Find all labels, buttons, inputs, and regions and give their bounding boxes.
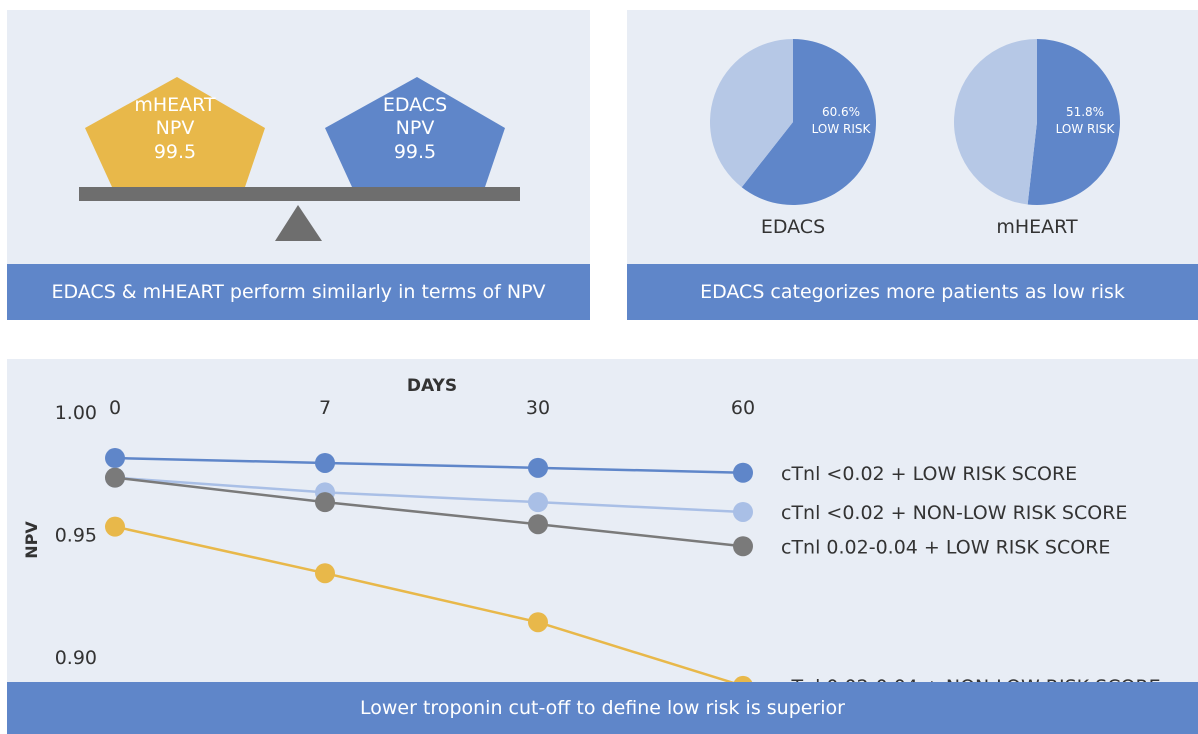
pie-slice-0: [741, 39, 876, 205]
edacs-label-line-2: NPV: [396, 117, 435, 139]
pie-charts: 60.6% LOW RISK 51.8% LOW RISK EDACS mHEART: [710, 38, 1121, 238]
edacs-label-line-1: EDACS: [383, 94, 447, 116]
y-axis-title: NPV: [22, 521, 41, 559]
npv-comparison-panel: mHEART NPV 99.5 EDACS NPV 99.5 EDACS & m…: [7, 10, 590, 320]
pie-slice-sublabel: LOW RISK: [1056, 122, 1116, 136]
series-label-1: cTnl <0.02 + NON-LOW RISK SCORE: [781, 502, 1127, 524]
series-0-point: [733, 462, 753, 483]
npv-line-chart-panel: DAYS NPV 1.00 0.95 0.90 0 7 30 60 cTnl <0.02 + …: [7, 359, 1198, 734]
mheart-pie-chart: 51.8% LOW RISK: [954, 39, 1121, 206]
series-line-0: [114, 456, 744, 474]
x-tick-label: 60: [731, 397, 755, 419]
edacs-pie-title: EDACS: [761, 216, 825, 238]
y-tick-label: 0.90: [55, 647, 97, 669]
low-risk-panel: 60.6% LOW RISK 51.8% LOW RISK EDACS mHEART…: [627, 10, 1198, 320]
series-1-point: [733, 501, 753, 522]
series-1-point: [528, 492, 548, 513]
x-tick-label: 7: [319, 397, 331, 419]
pie-slice-sublabel: LOW RISK: [812, 122, 872, 136]
series-label-0: cTnl <0.02 + LOW RISK SCORE: [781, 463, 1077, 485]
balance-graphic: mHEART NPV 99.5 EDACS NPV 99.5: [79, 77, 520, 241]
edacs-label-line-3: 99.5: [394, 141, 436, 163]
series-2-point: [315, 492, 335, 513]
series-0-point: [105, 448, 125, 469]
x-tick-label: 0: [109, 397, 121, 419]
pie-slice-1: [710, 38, 793, 188]
series-0-point: [315, 452, 335, 473]
line-chart-banner: Lower troponin cut-off to define low ris…: [7, 682, 1198, 734]
series-3-point: [105, 516, 125, 537]
y-tick-label: 0.95: [55, 525, 97, 547]
series-2-point: [105, 467, 125, 488]
series-3-point: [528, 612, 548, 633]
series-line-2: [114, 476, 744, 548]
mheart-label-line-2: NPV: [156, 117, 195, 139]
edacs-pentagon: [325, 77, 505, 187]
mheart-label-line-1: mHEART: [134, 94, 216, 116]
mheart-pentagon: [85, 77, 265, 187]
x-tick-label: 30: [526, 397, 550, 419]
y-tick-label: 1.00: [55, 402, 97, 424]
mheart-pie-title: mHEART: [996, 216, 1078, 238]
series-3-point: [315, 563, 335, 584]
series-label-2: cTnl 0.02-0.04 + LOW RISK SCORE: [781, 536, 1110, 558]
series-2-point: [528, 514, 548, 535]
balance-fulcrum: [275, 205, 322, 241]
pie-slice-label: 60.6%: [822, 105, 860, 119]
balance-beam: [79, 187, 520, 201]
npv-line-chart: DAYS NPV 1.00 0.95 0.90 0 7 30 60 cTnl <0.02 + …: [22, 376, 1161, 698]
pie-slice-0: [1027, 39, 1121, 206]
mheart-label-line-3: 99.5: [154, 141, 196, 163]
edacs-pie-chart: 60.6% LOW RISK: [710, 38, 876, 205]
low-risk-banner: EDACS categorizes more patients as low r…: [627, 264, 1198, 320]
series-line-3: [114, 525, 744, 688]
npv-banner: EDACS & mHEART perform similarly in term…: [7, 264, 590, 320]
x-axis-title: DAYS: [407, 376, 457, 396]
pie-slice-label: 51.8%: [1066, 105, 1104, 119]
pie-slice-1: [954, 39, 1037, 205]
series-line-1: [114, 476, 744, 514]
series-2-point: [733, 536, 753, 557]
series-0-point: [528, 457, 548, 478]
